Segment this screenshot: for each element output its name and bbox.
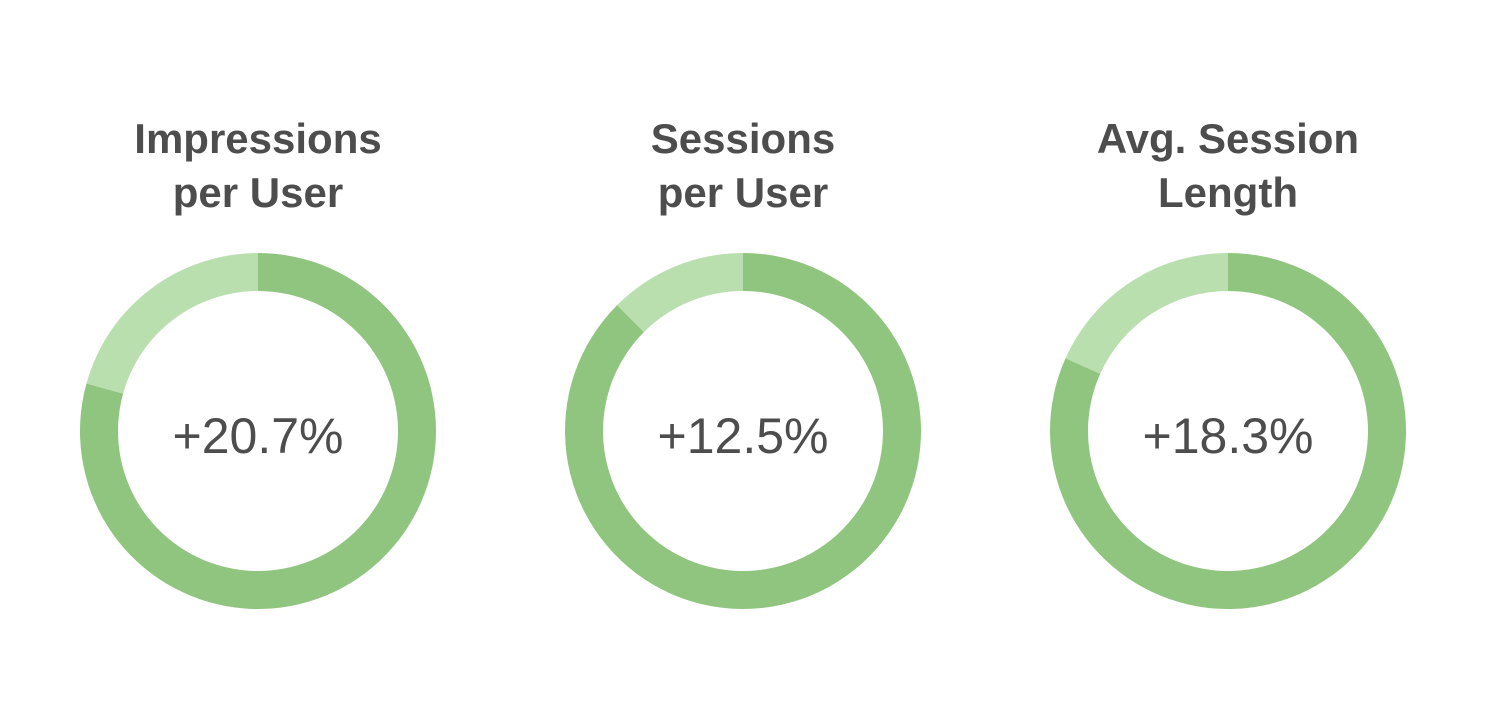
metric-title-line-1: Sessions xyxy=(650,115,836,162)
metric-title-line-2: Length xyxy=(1158,169,1298,216)
donut-chart-impressions: +20.7% xyxy=(80,253,436,609)
donut-segment-highlight xyxy=(1065,253,1228,374)
donut-chart-sessions: +12.5% xyxy=(565,253,921,609)
donut-segment-highlight xyxy=(617,253,743,333)
donut-chart-avg-session-length: +18.3% xyxy=(1050,253,1406,610)
donut-value-label: +20.7% xyxy=(173,408,344,464)
donut-segment-highlight xyxy=(86,253,258,394)
metric-title-line-2: per User xyxy=(657,169,829,216)
donut-value-label: +18.3% xyxy=(1143,408,1314,464)
metric-title: Avg. Session Length xyxy=(1018,112,1438,220)
metric-avg-session-length: Avg. Session Length +18.3% xyxy=(1018,0,1438,720)
metric-sessions-per-user: Sessions per User +12.5% xyxy=(533,0,953,720)
metric-title-line-1: Avg. Session xyxy=(1096,115,1360,162)
metric-title-line-2: per User xyxy=(172,169,344,216)
metric-impressions-per-user: Impressions per User +20.7% xyxy=(48,0,468,720)
metric-title-line-1: Impressions xyxy=(134,115,382,162)
metric-title: Impressions per User xyxy=(48,112,468,220)
metric-title: Sessions per User xyxy=(533,112,953,220)
donut-value-label: +12.5% xyxy=(658,408,829,464)
